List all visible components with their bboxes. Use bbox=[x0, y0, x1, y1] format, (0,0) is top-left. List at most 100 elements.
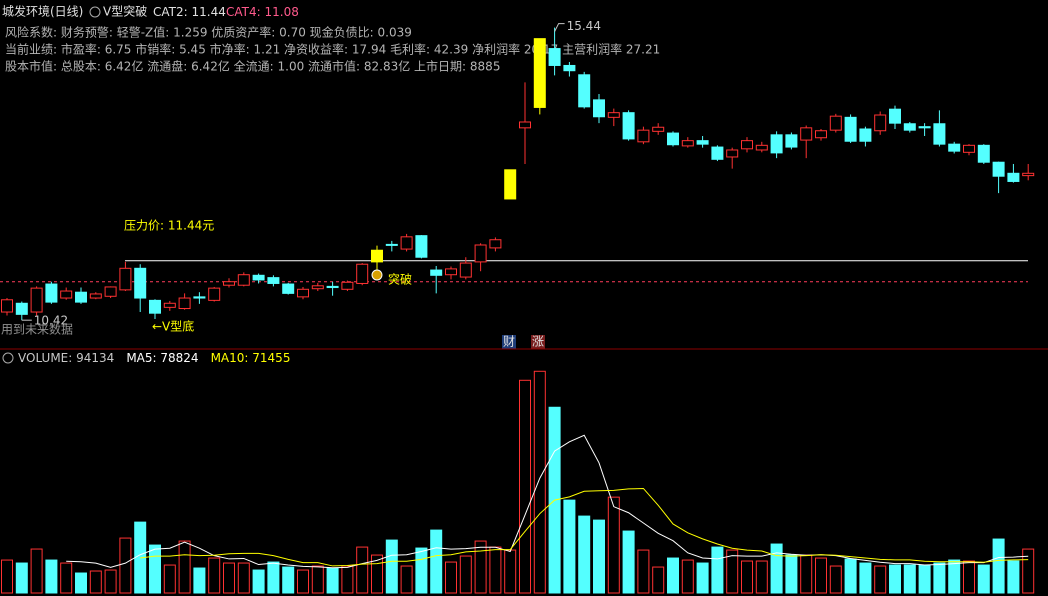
volume-bar bbox=[252, 569, 265, 594]
volume-bar bbox=[770, 543, 783, 594]
volume-bar bbox=[149, 544, 161, 594]
menu-icon[interactable] bbox=[89, 6, 101, 18]
volume-bar bbox=[223, 562, 235, 594]
candle-body bbox=[400, 236, 413, 250]
cat2: CAT2: 11.44 bbox=[153, 5, 226, 19]
volume-bar bbox=[681, 559, 694, 594]
fin-badge[interactable] bbox=[502, 335, 516, 349]
series-name: VOLUME: bbox=[18, 351, 72, 365]
candle-body bbox=[711, 146, 724, 160]
candle-body bbox=[770, 134, 783, 154]
candle-body bbox=[430, 269, 443, 276]
cat4: CAT4: 11.08 bbox=[226, 5, 299, 19]
volume-bar bbox=[311, 565, 324, 594]
candle-body bbox=[859, 128, 872, 142]
candle-body bbox=[755, 144, 768, 151]
candle-body bbox=[89, 293, 102, 299]
volume-bar bbox=[815, 557, 827, 594]
series-last-value: 71455 bbox=[252, 351, 290, 365]
volume-bar bbox=[992, 538, 1005, 594]
volume-bar bbox=[75, 572, 87, 594]
candle-body bbox=[45, 283, 58, 303]
candle-body bbox=[918, 126, 931, 129]
series-last-value: 94134 bbox=[76, 351, 114, 365]
volume-bar bbox=[755, 560, 768, 594]
series-name: MA5: bbox=[126, 351, 156, 365]
candle-body bbox=[903, 123, 916, 131]
volume-bar bbox=[800, 554, 813, 594]
volume-bar bbox=[622, 530, 635, 594]
volume-bar bbox=[104, 569, 117, 594]
candle-body bbox=[489, 239, 502, 249]
max-label: 15.44 bbox=[567, 19, 601, 33]
volume-bar bbox=[711, 546, 724, 594]
volume-bar bbox=[533, 370, 546, 594]
volume-bar bbox=[889, 564, 901, 594]
candle-body bbox=[652, 126, 665, 132]
volume-header-item: MA10: 71455 bbox=[211, 351, 291, 365]
volume-bar bbox=[474, 540, 487, 594]
candle-body bbox=[889, 108, 901, 124]
ma-line bbox=[66, 434, 1029, 569]
candle-body bbox=[563, 64, 576, 72]
volume-bar bbox=[519, 379, 531, 594]
volume-bar bbox=[415, 547, 428, 594]
candle-body bbox=[60, 290, 73, 299]
info-line: 当前业绩: 市盈率: 6.75 市销率: 5.45 市净率: 1.21 净资收益… bbox=[5, 42, 660, 57]
volume-bar bbox=[948, 559, 961, 594]
candle-body bbox=[933, 123, 946, 145]
candle-body bbox=[119, 267, 132, 291]
volume-bar bbox=[208, 557, 221, 594]
candle-body bbox=[75, 291, 87, 303]
candle-body bbox=[208, 287, 221, 301]
candle-body bbox=[178, 297, 191, 310]
candle-body bbox=[785, 134, 798, 148]
rise-badge[interactable] bbox=[531, 335, 545, 349]
candle-body bbox=[267, 277, 280, 284]
candle-body bbox=[948, 143, 961, 152]
breakout-label: 突破 bbox=[388, 272, 412, 287]
candle-body bbox=[252, 274, 265, 281]
candle-body bbox=[459, 262, 472, 278]
candle-body bbox=[30, 287, 43, 313]
volume-bar bbox=[652, 566, 665, 594]
candle-body bbox=[607, 112, 620, 118]
candle-body bbox=[104, 286, 117, 297]
volume-bar bbox=[785, 554, 798, 594]
info-line: 股本市值: 总股本: 6.42亿 流通盘: 6.42亿 全流通: 1.00 流通… bbox=[5, 59, 500, 74]
pressure-label: 压力价: 11.44元 bbox=[124, 219, 214, 233]
volume-bar bbox=[60, 562, 73, 594]
volume-bar bbox=[371, 554, 383, 594]
volume-bar bbox=[45, 559, 58, 594]
volume-bar bbox=[445, 561, 457, 594]
volume-bar bbox=[977, 564, 990, 594]
ma-line bbox=[140, 487, 1029, 567]
volume-bar bbox=[178, 540, 191, 594]
indicator-name: V型突破 bbox=[103, 4, 147, 19]
fin-label: 财 bbox=[503, 335, 515, 349]
candle-body bbox=[1007, 172, 1020, 182]
volume-bar bbox=[15, 562, 28, 594]
volume-bar bbox=[829, 565, 842, 594]
menu-icon[interactable] bbox=[2, 352, 14, 364]
volume-bar bbox=[459, 555, 472, 594]
volume-bar bbox=[933, 562, 946, 594]
candle-body bbox=[963, 144, 975, 153]
candle-body bbox=[297, 288, 309, 298]
volume-bar bbox=[30, 548, 43, 594]
volume-bar bbox=[119, 537, 132, 594]
candle-body bbox=[578, 74, 591, 108]
candle-body bbox=[519, 121, 531, 129]
volume-bar bbox=[163, 564, 176, 594]
volume-bar bbox=[282, 566, 295, 594]
candle-body bbox=[193, 296, 206, 299]
volume-header-item: MA5: 78824 bbox=[126, 351, 198, 365]
candle-body bbox=[874, 114, 887, 132]
candle-body bbox=[474, 244, 487, 263]
v-bottom-label: ←V型底 bbox=[152, 319, 194, 334]
breakout-icon bbox=[371, 269, 383, 281]
volume-bar bbox=[563, 499, 576, 594]
candle-body bbox=[681, 140, 694, 147]
candle-body bbox=[726, 149, 739, 158]
